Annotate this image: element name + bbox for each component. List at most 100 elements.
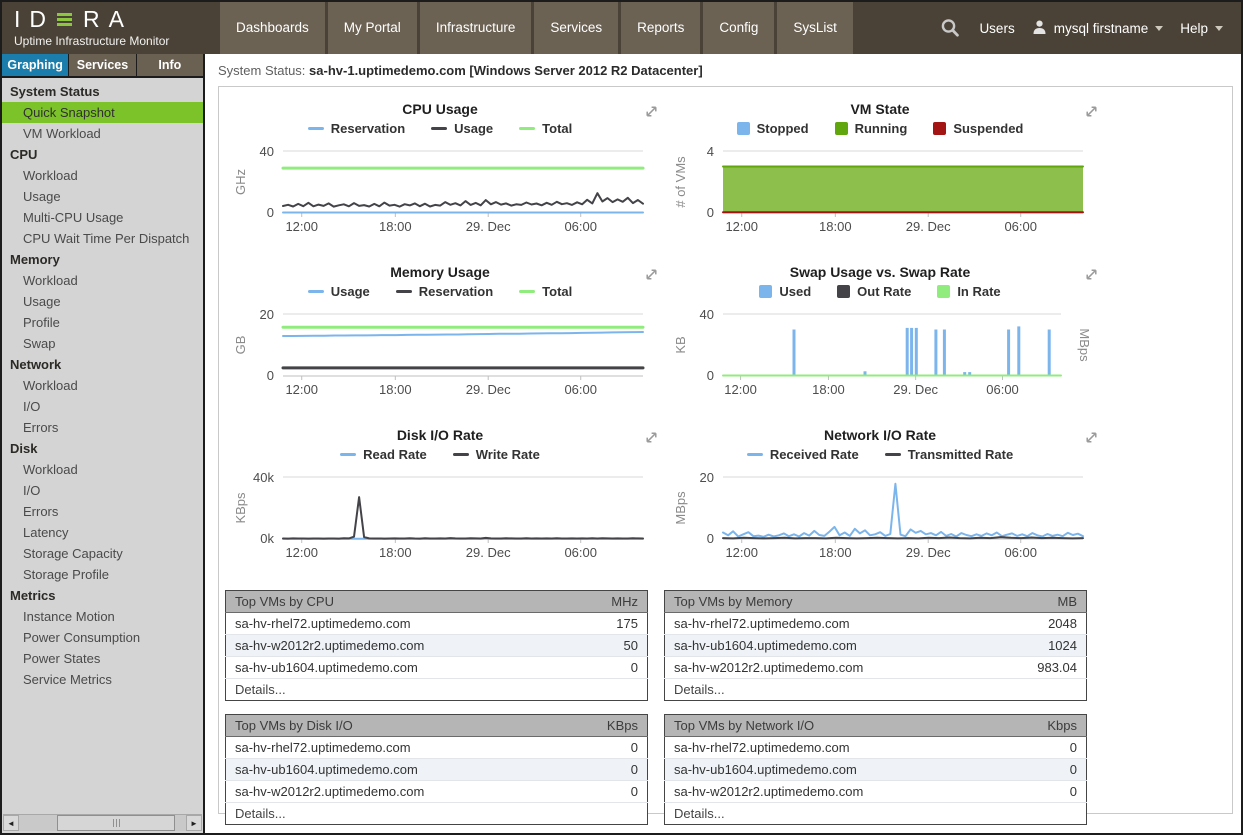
vm-value: 0 bbox=[998, 758, 1087, 781]
legend-item-usage[interactable]: Usage bbox=[431, 120, 493, 138]
svg-text:06:00: 06:00 bbox=[564, 545, 597, 560]
sidebar-item-i-o[interactable]: I/O bbox=[23, 399, 41, 414]
expand-icon[interactable] bbox=[1084, 267, 1099, 287]
legend-item-running[interactable]: Running bbox=[834, 120, 908, 138]
idera-e-bars-icon bbox=[57, 13, 72, 26]
menu-item-services[interactable]: Services bbox=[534, 2, 619, 54]
menu-item-my-portal[interactable]: My Portal bbox=[327, 2, 417, 54]
vm-value: 0 bbox=[559, 758, 648, 781]
sidebar-item-workload[interactable]: Workload bbox=[23, 378, 78, 393]
sidebar-item-usage[interactable]: Usage bbox=[23, 189, 61, 204]
tables-grid: Top VMs by CPU MHz sa-hv-rhel72.uptimedemo… bbox=[225, 590, 1228, 825]
svg-text:12:00: 12:00 bbox=[725, 545, 758, 560]
line-marker-icon bbox=[746, 453, 763, 456]
chart-legend: Usage Reservation Total bbox=[225, 283, 655, 301]
sidebar-item-i-o[interactable]: I/O bbox=[23, 483, 41, 498]
scroll-thumb[interactable] bbox=[57, 815, 175, 831]
line-marker-icon bbox=[431, 127, 448, 130]
svg-text:GHz: GHz bbox=[233, 169, 248, 195]
expand-icon[interactable] bbox=[1084, 104, 1099, 124]
legend-item-stopped[interactable]: Stopped bbox=[736, 120, 809, 138]
sidebar-item-power-states[interactable]: Power States bbox=[23, 651, 101, 666]
menu-item-infrastructure[interactable]: Infrastructure bbox=[419, 2, 532, 54]
table-top-vms-by-memory: Top VMs by Memory MB sa-hv-rhel72.uptimede… bbox=[664, 590, 1087, 701]
menu-item-config[interactable]: Config bbox=[703, 2, 775, 54]
table-header-row: Top VMs by Disk I/O KBps bbox=[225, 714, 648, 737]
user-menu[interactable]: mysql firstname bbox=[1032, 19, 1164, 38]
legend-item-reservation[interactable]: Reservation bbox=[307, 120, 405, 138]
legend-item-transmitted-rate[interactable]: Transmitted Rate bbox=[884, 446, 1013, 464]
legend-item-out-rate[interactable]: Out Rate bbox=[837, 283, 911, 301]
details-link[interactable]: Details... bbox=[235, 682, 286, 697]
sidebar-item-errors[interactable]: Errors bbox=[23, 504, 59, 519]
sidebar-horizontal-scrollbar[interactable]: ◄ ► bbox=[3, 814, 202, 831]
legend-item-write-rate[interactable]: Write Rate bbox=[452, 446, 540, 464]
svg-text:06:00: 06:00 bbox=[564, 382, 597, 397]
chart-title: VM State bbox=[850, 101, 910, 117]
tab-services[interactable]: Services bbox=[69, 54, 136, 76]
sidebar-item-storage-profile[interactable]: Storage Profile bbox=[23, 567, 109, 582]
expand-icon[interactable] bbox=[644, 430, 659, 450]
table-row: sa-hv-ub1604.uptimedemo.com 0 bbox=[664, 758, 1087, 781]
sidebar-item-power-consumption[interactable]: Power Consumption bbox=[23, 630, 141, 645]
legend-item-read-rate[interactable]: Read Rate bbox=[340, 446, 427, 464]
sidebar-item-profile[interactable]: Profile bbox=[23, 315, 60, 330]
expand-icon[interactable] bbox=[644, 104, 659, 124]
details-link[interactable]: Details... bbox=[674, 806, 725, 821]
menu-item-syslist[interactable]: SysList bbox=[777, 2, 853, 54]
legend-item-total[interactable]: Total bbox=[519, 283, 572, 301]
legend-item-reservation[interactable]: Reservation bbox=[395, 283, 493, 301]
sidebar-item-workload[interactable]: Workload bbox=[23, 273, 78, 288]
legend-label: Running bbox=[854, 121, 908, 136]
menu-item-dashboards[interactable]: Dashboards bbox=[220, 2, 325, 54]
menu-item-reports[interactable]: Reports bbox=[621, 2, 701, 54]
tab-info[interactable]: Info bbox=[136, 54, 203, 76]
vm-name: sa-hv-rhel72.uptimedemo.com bbox=[664, 736, 998, 759]
legend-item-usage[interactable]: Usage bbox=[307, 283, 370, 301]
svg-text:0: 0 bbox=[707, 205, 714, 220]
help-label: Help bbox=[1180, 20, 1208, 36]
sidebar-item-usage[interactable]: Usage bbox=[23, 294, 61, 309]
sidebar-item-storage-capacity[interactable]: Storage Capacity bbox=[23, 546, 123, 561]
line-marker-icon bbox=[519, 127, 536, 130]
sidebar-item-workload[interactable]: Workload bbox=[23, 168, 78, 183]
expand-icon[interactable] bbox=[1084, 430, 1099, 450]
sidebar-item-errors[interactable]: Errors bbox=[23, 420, 59, 435]
svg-text:29. Dec: 29. Dec bbox=[466, 382, 511, 397]
legend-item-in-rate[interactable]: In Rate bbox=[937, 283, 1001, 301]
sidebar-item-latency[interactable]: Latency bbox=[23, 525, 69, 540]
legend-item-suspended[interactable]: Suspended bbox=[933, 120, 1023, 138]
sidebar-item-quick-snapshot[interactable]: Quick Snapshot bbox=[2, 102, 203, 123]
vm-name: sa-hv-w2012r2.uptimedemo.com bbox=[664, 656, 998, 679]
vm-value: 0 bbox=[559, 780, 648, 803]
search-icon[interactable] bbox=[938, 16, 962, 40]
scroll-left-button[interactable]: ◄ bbox=[3, 815, 19, 831]
table-top-vms-by-cpu: Top VMs by CPU MHz sa-hv-rhel72.uptimedemo… bbox=[225, 590, 648, 701]
scroll-track[interactable] bbox=[19, 815, 186, 831]
sidebar-item-vm-workload[interactable]: VM Workload bbox=[23, 126, 101, 141]
table-row: sa-hv-rhel72.uptimedemo.com 0 bbox=[225, 736, 648, 759]
users-link[interactable]: Users bbox=[979, 20, 1015, 36]
sidebar-item-swap[interactable]: Swap bbox=[23, 336, 56, 351]
legend-item-received-rate[interactable]: Received Rate bbox=[746, 446, 859, 464]
scroll-right-button[interactable]: ► bbox=[186, 815, 202, 831]
expand-icon[interactable] bbox=[644, 267, 659, 287]
sidebar-item-workload[interactable]: Workload bbox=[23, 462, 78, 477]
chart-title: Memory Usage bbox=[390, 264, 490, 280]
details-link[interactable]: Details... bbox=[674, 682, 725, 697]
legend-item-total[interactable]: Total bbox=[519, 120, 572, 138]
sidebar-item-instance-motion[interactable]: Instance Motion bbox=[23, 609, 115, 624]
square-marker-icon bbox=[736, 122, 750, 135]
line-marker-icon bbox=[307, 127, 324, 130]
sidebar-item-service-metrics[interactable]: Service Metrics bbox=[23, 672, 112, 687]
nav-right: Users mysql firstname Help bbox=[938, 2, 1241, 54]
sidebar-item-cpu-wait-time-per-dispatch[interactable]: CPU Wait Time Per Dispatch bbox=[23, 231, 190, 246]
sidebar-item-multi-cpu-usage[interactable]: Multi-CPU Usage bbox=[23, 210, 124, 225]
chart-canvas: 40k 0k KBps 12:00 18:00 29. Dec 06:00 bbox=[233, 470, 644, 560]
help-menu[interactable]: Help bbox=[1180, 21, 1223, 36]
legend-item-used[interactable]: Used bbox=[759, 283, 811, 301]
svg-text:0: 0 bbox=[707, 531, 714, 546]
tab-graphing[interactable]: Graphing bbox=[2, 54, 69, 76]
brand-logo[interactable]: ID RA Uptime Infrastructure Monitor bbox=[2, 2, 220, 54]
details-link[interactable]: Details... bbox=[235, 806, 286, 821]
